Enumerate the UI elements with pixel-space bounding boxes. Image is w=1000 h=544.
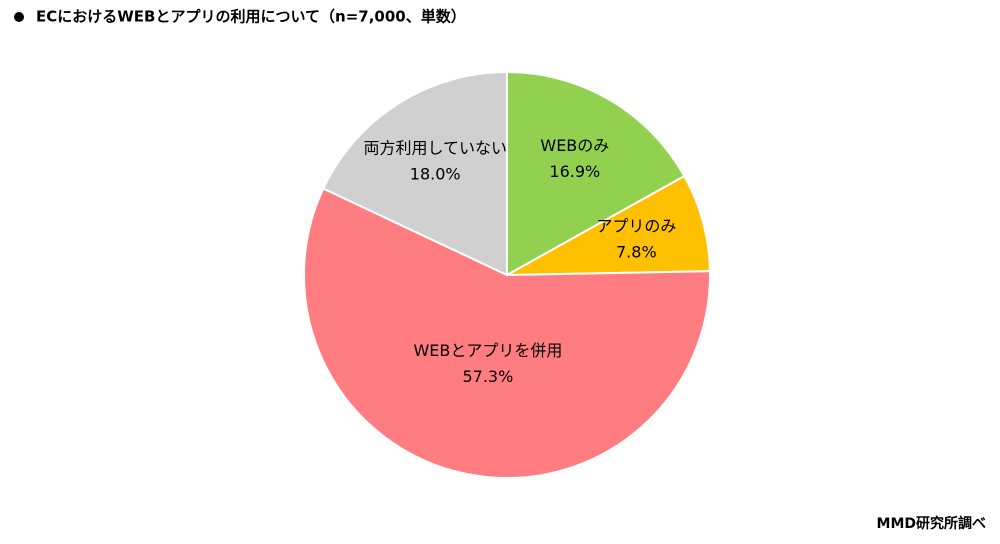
slice-label: WEBのみ [540, 136, 609, 155]
title-bullet [14, 12, 24, 22]
slice-label: アプリのみ [596, 217, 676, 236]
source-note: MMD研究所調べ [877, 515, 986, 532]
pie-slice [506, 70, 686, 277]
slice-value-label: 57.3% [462, 367, 513, 386]
slice-value-label: 18.0% [410, 164, 461, 183]
chart-title: ECにおけるWEBとアプリの利用について（n=7,000、単数） [36, 8, 466, 26]
pie-slice [506, 174, 711, 276]
slice-label: WEBとアプリを併用 [413, 341, 562, 360]
pie-slice [303, 187, 711, 479]
pie-slice [321, 70, 508, 277]
slice-label: 両方利用していない [363, 138, 507, 157]
slice-value-label: 7.8% [616, 243, 657, 262]
slice-value-label: 16.9% [549, 162, 600, 181]
